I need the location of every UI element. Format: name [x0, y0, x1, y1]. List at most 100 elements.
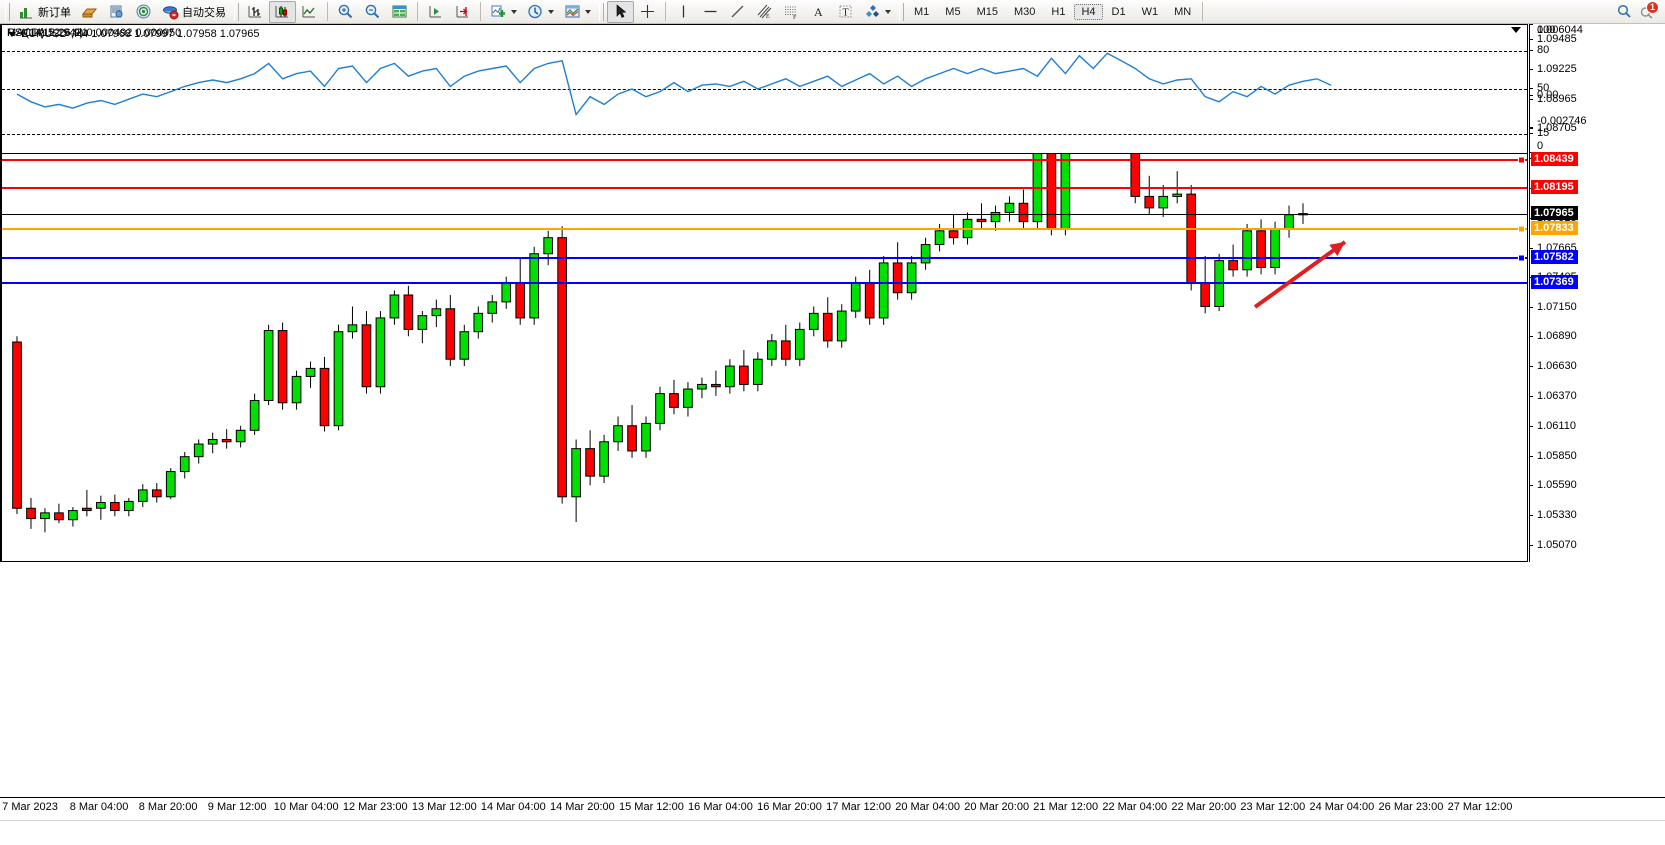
- objects-caret-icon[interactable]: [885, 9, 891, 14]
- price-tick-label: 1.08965: [1537, 92, 1577, 105]
- price-tag-entry-line[interactable]: 1.07833: [1531, 221, 1578, 236]
- trendline-button[interactable]: [724, 1, 751, 23]
- level-handle-support-1[interactable]: [1518, 254, 1525, 262]
- level-line-support-1[interactable]: [2, 257, 1527, 260]
- data-window-button[interactable]: [386, 1, 413, 23]
- bar-chart-icon: [248, 6, 261, 18]
- time-tick-label: 13 Mar 12:00: [411, 801, 477, 813]
- price-tag-bid-price[interactable]: 1.07965: [1531, 206, 1578, 221]
- auto-trading-label: 自动交易: [182, 6, 226, 19]
- zoom-out-button[interactable]: [359, 1, 386, 23]
- time-tick-label: 26 Mar 23:00: [1378, 801, 1444, 813]
- crosshair-button[interactable]: [634, 1, 661, 23]
- toolbar-grip-3[interactable]: [599, 2, 604, 21]
- timeframe-w1[interactable]: W1: [1141, 5, 1159, 18]
- time-tick-label: 15 Mar 12:00: [619, 801, 684, 813]
- zoom-in-button[interactable]: [332, 1, 359, 23]
- price-tick-label: 1.06890: [1537, 330, 1577, 343]
- toolbar-grip-2[interactable]: [234, 2, 239, 21]
- templates-button[interactable]: [559, 1, 596, 23]
- label-button[interactable]: T: [832, 1, 859, 23]
- level-line-entry-line[interactable]: [2, 228, 1527, 231]
- gold-bar-button[interactable]: [76, 1, 103, 23]
- timeframe-m15[interactable]: M15: [976, 5, 998, 18]
- level-handle-resistance-1[interactable]: [1518, 156, 1525, 164]
- timeframe-h1[interactable]: H1: [1051, 5, 1066, 18]
- candlestick-chart-button[interactable]: [269, 0, 296, 23]
- hline-button[interactable]: [697, 1, 724, 23]
- rsi-tick-label: 15: [1537, 126, 1550, 139]
- macd-tick-label: 0.006044: [1537, 24, 1583, 36]
- equidistant-channel-button[interactable]: E: [751, 1, 778, 23]
- price-tick: [1529, 336, 1533, 338]
- timeframe-m5[interactable]: M5: [945, 5, 961, 18]
- toolbar-grip[interactable]: [5, 2, 10, 21]
- chart-shift-button[interactable]: [449, 1, 476, 23]
- timeframe-mn[interactable]: MN: [1174, 5, 1192, 18]
- rsi-guide-80: [2, 50, 1527, 52]
- macd-tick: [1529, 94, 1533, 96]
- zoom-out-icon: [365, 4, 380, 19]
- new-order-button[interactable]: 新订单: [13, 1, 76, 23]
- search-icon[interactable]: [1616, 3, 1633, 20]
- level-line-resistance-1[interactable]: [2, 158, 1527, 161]
- rsi-tick-label: 50: [1537, 82, 1550, 94]
- price-axis[interactable]: 1.094851.092251.089651.087051.084451.081…: [1529, 24, 1665, 562]
- toolbar-grip-4[interactable]: [899, 2, 904, 21]
- toolbar-separator-5: [1202, 2, 1204, 21]
- level-line-resistance-2[interactable]: [2, 186, 1527, 189]
- market-watch-button[interactable]: [103, 1, 130, 23]
- templates-caret-icon[interactable]: [585, 9, 591, 14]
- signals-button[interactable]: [130, 1, 157, 23]
- time-tick-label: 16 Mar 20:00: [757, 801, 822, 813]
- price-tag-resistance-1[interactable]: 1.08439: [1531, 151, 1578, 166]
- time-tick-label: 23 Mar 12:00: [1240, 801, 1306, 813]
- timeframe-d1[interactable]: D1: [1111, 5, 1126, 18]
- label-icon: T: [839, 5, 852, 19]
- chart-area[interactable]: EURUSD-,H4 1.07968 1.07997 1.07958 1.079…: [0, 24, 1665, 845]
- auto-scroll-button[interactable]: [422, 1, 449, 23]
- fibonacci-button[interactable]: F: [778, 1, 805, 23]
- price-tick-label: 1.05850: [1537, 449, 1577, 462]
- timeframe-m1[interactable]: M1: [914, 5, 930, 18]
- indicators-icon: [491, 5, 505, 17]
- cursor-button[interactable]: [607, 0, 634, 23]
- line-chart-button[interactable]: [296, 1, 323, 23]
- price-tag-support-1[interactable]: 1.07582: [1531, 250, 1578, 265]
- hline-icon: [704, 10, 717, 13]
- chart-header: EURUSD-,H4 1.07968 1.07997 1.07958 1.079…: [8, 28, 260, 40]
- toolbar-separator-1: [327, 2, 328, 21]
- macd-label: MACD(12,26,9) 0.000492 0.000950: [7, 27, 182, 39]
- price-tag-resistance-2[interactable]: 1.08195: [1531, 179, 1578, 194]
- text-button[interactable]: A: [805, 1, 832, 23]
- time-tick-label: 22 Mar 04:00: [1102, 801, 1168, 813]
- time-axis[interactable]: 7 Mar 2023 8 Mar 04:00 8 Mar 20:00 9 Mar 12…: [0, 797, 1665, 845]
- rsi-tick: [1529, 49, 1533, 51]
- objects-button[interactable]: [859, 1, 896, 23]
- indicators-button[interactable]: [485, 1, 522, 23]
- level-line-bid-price[interactable]: [2, 214, 1527, 216]
- bar-chart-button[interactable]: [242, 1, 269, 23]
- level-handle-entry-line[interactable]: [1518, 225, 1525, 233]
- time-tick-label: 24 Mar 04:00: [1309, 801, 1375, 813]
- alerts-badge[interactable]: 1: [1639, 0, 1659, 21]
- timeframe-m30[interactable]: M30: [1013, 5, 1036, 18]
- rsi-panel[interactable]: RSI(14) 52.9421: [0, 24, 1528, 154]
- price-tag-support-2[interactable]: 1.07369: [1531, 274, 1578, 289]
- period-caret-icon[interactable]: [548, 9, 554, 14]
- level-line-support-2[interactable]: [2, 281, 1527, 284]
- time-tick-label: 10 Mar 04:00: [273, 801, 339, 813]
- market-watch-icon: [110, 5, 123, 18]
- macd-tick-label: 0.00: [1537, 88, 1559, 101]
- chart-collapse-icon[interactable]: [8, 31, 16, 37]
- time-tick-label: 16 Mar 04:00: [688, 801, 753, 813]
- price-tick: [1529, 545, 1533, 547]
- vline-button[interactable]: [670, 1, 697, 23]
- price-tick-label: 1.07150: [1537, 300, 1577, 313]
- time-tick-label: 14 Mar 04:00: [480, 801, 546, 813]
- indicators-caret-icon[interactable]: [511, 9, 517, 14]
- period-button[interactable]: [522, 1, 559, 23]
- timeframe-h4[interactable]: H4: [1074, 3, 1103, 20]
- auto-trading-button[interactable]: 自动交易: [157, 1, 231, 23]
- price-tick: [1529, 366, 1533, 368]
